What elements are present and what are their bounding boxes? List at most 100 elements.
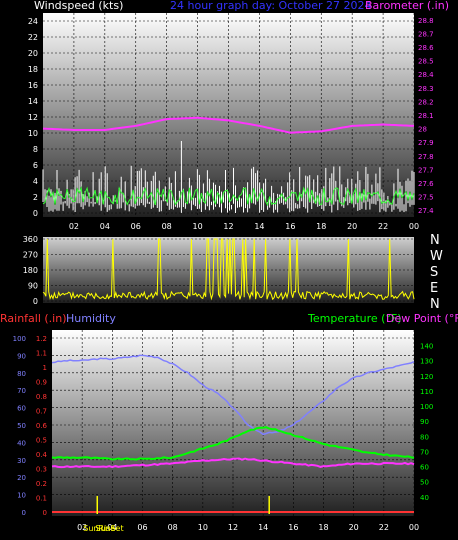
windspeed-tick-label: 0 xyxy=(33,209,38,218)
temperature-tick-label: 130 xyxy=(420,358,433,366)
compass-label-s: S xyxy=(430,265,438,280)
sunset-label: SunSet xyxy=(95,524,123,533)
weather-hour-tick-label: 16 xyxy=(288,523,298,532)
compass-label-e: E xyxy=(430,281,438,296)
temperature-tick-labels: 40 50 60 70 80 90 100 110 120 130 140 xyxy=(420,343,433,502)
humidity-tick-label: 30 xyxy=(17,457,26,465)
wind-hour-tick-label: 16 xyxy=(285,222,295,231)
dewpoint-series-line xyxy=(51,457,415,469)
temperature-tick-label: 110 xyxy=(420,388,433,396)
temperature-tick-label: 140 xyxy=(420,343,433,351)
windspeed-tick-label: 6 xyxy=(33,161,38,170)
weather-hour-tick-label: 20 xyxy=(349,523,359,532)
temperature-tick-label: 60 xyxy=(420,464,429,472)
rainfall-tick-label: 1.1 xyxy=(36,350,47,358)
rainfall-tick-label: 0.9 xyxy=(36,379,47,387)
barometer-tick-labels: 27.4 27.5 27.6 27.7 27.8 27.9 28 28.1 28.2 28.3 28… xyxy=(418,17,434,215)
weather-hour-tick-label: 14 xyxy=(258,523,268,532)
temperature-tick-label: 50 xyxy=(420,479,429,487)
direction-tick-label: 270 xyxy=(23,251,38,260)
windspeed-tick-label: 12 xyxy=(28,113,38,122)
wind-hour-tick-label: 14 xyxy=(254,222,264,231)
humidity-tick-label: 90 xyxy=(17,352,26,360)
direction-tick-label: 360 xyxy=(23,235,38,244)
windspeed-series xyxy=(42,141,415,213)
windspeed-tick-label: 8 xyxy=(33,145,38,154)
humidity-tick-labels: 0 10 20 30 40 50 60 70 80 90 100 xyxy=(13,335,26,517)
rainfall-tick-label: 0.4 xyxy=(36,451,48,459)
temperature-tick-label: 90 xyxy=(420,418,429,426)
rainfall-tick-label: 0 xyxy=(43,509,47,517)
compass-label-n-bottom: N xyxy=(430,297,440,312)
barometer-tick-label: 27.5 xyxy=(418,194,434,202)
wind-hour-tick-label: 08 xyxy=(162,222,172,231)
rainfall-tick-label: 0.7 xyxy=(36,408,47,416)
barometer-tick-label: 27.6 xyxy=(418,180,434,188)
windspeed-tick-label: 16 xyxy=(28,81,38,90)
wind-hour-tick-label: 02 xyxy=(69,222,79,231)
temperature-tick-label: 80 xyxy=(420,433,429,441)
windspeed-tick-label: 20 xyxy=(28,49,38,58)
barometer-tick-label: 28.1 xyxy=(418,112,434,120)
wind-average-series xyxy=(42,186,415,207)
barometer-tick-label: 28.6 xyxy=(418,44,434,52)
windspeed-tick-label: 4 xyxy=(33,177,38,186)
windspeed-tick-label: 10 xyxy=(28,129,38,138)
weather-hour-tick-labels: 02 04 06 08 10 12 14 16 18 20 22 00 xyxy=(77,523,419,532)
rainfall-tick-label: 0.1 xyxy=(36,495,47,503)
barometer-axis-label: Barometer (.in) xyxy=(365,0,449,12)
humidity-tick-label: 70 xyxy=(17,387,26,395)
weather-hour-tick-label: 10 xyxy=(198,523,208,532)
weather-hour-tick-label: 12 xyxy=(228,523,238,532)
humidity-tick-label: 100 xyxy=(13,335,26,343)
windspeed-tick-label: 2 xyxy=(33,193,38,202)
wind-hour-tick-label: 20 xyxy=(347,222,357,231)
wind-hour-tick-label: 06 xyxy=(131,222,141,231)
barometer-tick-label: 28.7 xyxy=(418,30,434,38)
direction-tick-label: 90 xyxy=(28,282,38,291)
rainfall-axis-label: Rainfall (.in) xyxy=(0,312,67,325)
temperature-axis-label: Temperature (°F) xyxy=(307,312,402,325)
direction-tick-label: 180 xyxy=(23,266,38,275)
windspeed-tick-label: 14 xyxy=(28,97,38,106)
weather-hour-tick-label: 18 xyxy=(318,523,328,532)
temperature-tick-label: 120 xyxy=(420,373,433,381)
temperature-tick-label: 70 xyxy=(420,448,429,456)
windspeed-axis-label: Windspeed (kts) xyxy=(34,0,123,12)
humidity-tick-label: 10 xyxy=(17,492,26,500)
rainfall-tick-label: 0.6 xyxy=(36,422,48,430)
weather-hour-tick-label: 04 xyxy=(107,523,117,532)
wind-hour-tick-label: 12 xyxy=(223,222,233,231)
wind-hour-tick-label: 04 xyxy=(100,222,110,231)
rainfall-tick-label: 0.2 xyxy=(36,480,47,488)
barometer-tick-label: 28.3 xyxy=(418,85,434,93)
dewpoint-axis-label: Dew Point (°F) xyxy=(386,312,458,325)
direction-series-line xyxy=(42,238,415,301)
humidity-tick-label: 20 xyxy=(17,474,26,482)
rainfall-tick-label: 1.2 xyxy=(36,335,47,343)
wind-hour-tick-label: 00 xyxy=(409,222,419,231)
wind-hour-tick-label: 10 xyxy=(192,222,202,231)
humidity-tick-label: 60 xyxy=(17,405,26,413)
wind-hour-tick-label: 22 xyxy=(378,222,388,231)
barometer-tick-label: 28 xyxy=(418,126,427,134)
barometer-tick-label: 27.9 xyxy=(418,139,434,147)
direction-tick-label: 0 xyxy=(33,297,38,306)
wind-hour-tick-label: 18 xyxy=(316,222,326,231)
rainfall-tick-label: 0.3 xyxy=(36,466,47,474)
graph-title: 24 hour graph day: October 27 2024 xyxy=(170,0,372,12)
barometer-tick-label: 28.2 xyxy=(418,98,434,106)
barometer-tick-label: 27.8 xyxy=(418,153,434,161)
compass-label-w: W xyxy=(430,249,443,264)
barometer-series-line xyxy=(42,116,415,134)
weather-hour-tick-label: 08 xyxy=(168,523,178,532)
temperature-series-line xyxy=(51,426,415,461)
sunrise-label: SunRise xyxy=(83,524,115,533)
humidity-tick-label: 50 xyxy=(17,422,26,430)
wind-hour-tick-labels: 02 04 06 08 10 12 14 16 18 20 22 00 xyxy=(69,222,419,231)
weather-hour-tick-label: 22 xyxy=(379,523,389,532)
weather-hour-tick-label: 00 xyxy=(409,523,419,532)
weather-hour-tick-label: 06 xyxy=(137,523,147,532)
